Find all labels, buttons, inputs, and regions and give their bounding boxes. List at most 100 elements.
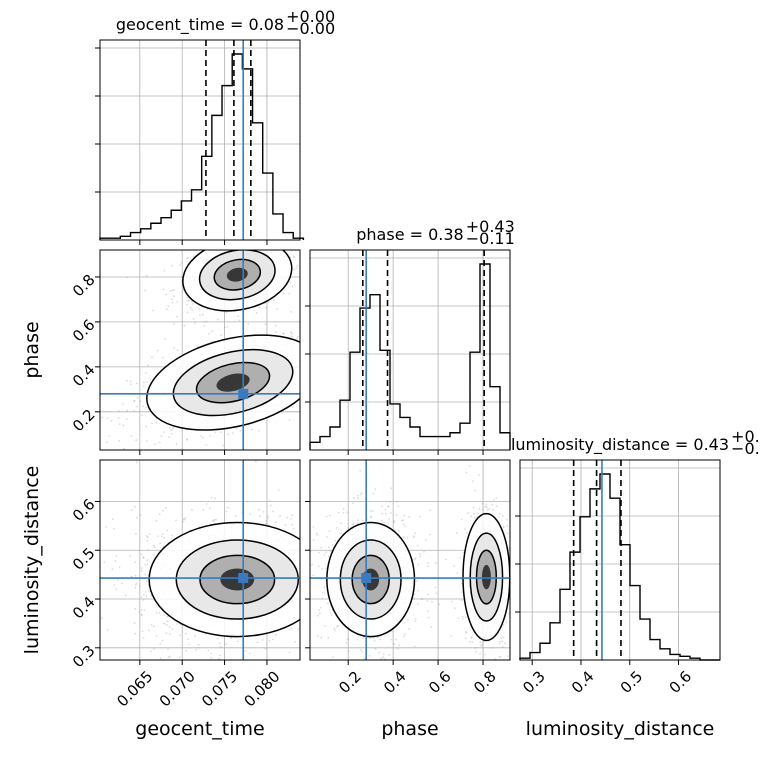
- sample-point: [101, 416, 104, 419]
- sample-point: [134, 505, 136, 508]
- sample-point: [195, 649, 197, 651]
- sample-point: [401, 519, 404, 521]
- sample-point: [307, 554, 309, 556]
- sample-point: [192, 317, 195, 320]
- sample-point: [347, 638, 350, 641]
- sample-point: [262, 224, 264, 226]
- sample-point: [289, 331, 292, 334]
- sample-point: [426, 561, 429, 564]
- sample-point: [145, 274, 148, 277]
- sample-point: [113, 527, 115, 530]
- sample-point: [506, 525, 509, 528]
- sample-point: [479, 644, 482, 647]
- sample-point: [380, 505, 383, 508]
- sample-point: [327, 637, 330, 639]
- sample-point: [315, 589, 317, 591]
- sample-point: [318, 568, 320, 570]
- sample-point: [380, 657, 383, 660]
- sample-point: [140, 609, 143, 611]
- sample-point: [361, 519, 364, 522]
- sample-point: [450, 635, 453, 638]
- sample-point: [345, 642, 348, 644]
- sample-point: [136, 516, 139, 519]
- sample-point: [312, 327, 314, 329]
- sample-point: [113, 584, 116, 587]
- density-contour: [481, 564, 491, 590]
- sample-point: [408, 515, 410, 518]
- sample-point: [403, 621, 406, 624]
- sample-point: [165, 308, 168, 311]
- sample-point: [481, 502, 484, 505]
- sample-point: [326, 333, 328, 335]
- sample-point: [370, 516, 373, 519]
- sample-point: [231, 248, 233, 250]
- sample-point: [513, 586, 515, 588]
- sample-point: [248, 652, 251, 655]
- x-tick-label: 0.4: [380, 667, 410, 697]
- sample-point: [118, 439, 121, 442]
- sample-point: [511, 567, 513, 569]
- title-main: phase = 0.38: [356, 225, 463, 244]
- sample-point: [130, 435, 133, 437]
- sample-point: [502, 526, 505, 529]
- sample-point: [166, 624, 168, 626]
- x-axis-label-luminosity_distance: luminosity_distance: [526, 718, 715, 740]
- sample-point: [306, 369, 308, 371]
- sample-point: [330, 549, 332, 552]
- sample-point: [305, 561, 307, 563]
- sample-point: [466, 531, 468, 534]
- sample-point: [342, 511, 345, 514]
- sample-point: [321, 621, 323, 623]
- sample-point: [134, 561, 136, 563]
- sample-point: [317, 320, 319, 322]
- sample-point: [434, 586, 437, 589]
- sample-point: [287, 233, 289, 235]
- sample-point: [274, 324, 277, 327]
- sample-point: [159, 542, 162, 545]
- sample-point: [424, 539, 427, 541]
- sample-point: [313, 368, 315, 370]
- sample-point: [513, 586, 515, 588]
- sample-point: [507, 532, 509, 534]
- sample-point: [277, 489, 280, 491]
- sample-point: [146, 549, 149, 551]
- sample-point: [222, 237, 224, 239]
- sample-point: [516, 628, 518, 630]
- sample-point: [142, 381, 145, 384]
- sample-point: [272, 299, 275, 302]
- sample-point: [307, 609, 309, 611]
- sample-point: [145, 580, 148, 583]
- sample-point: [445, 558, 447, 561]
- sample-point: [328, 546, 330, 549]
- sample-point: [393, 520, 396, 522]
- sample-point: [306, 548, 308, 550]
- sample-point: [353, 496, 355, 499]
- sample-point: [216, 231, 218, 233]
- sample-point: [224, 248, 226, 250]
- sample-point: [395, 514, 398, 516]
- sample-point: [381, 512, 383, 515]
- sample-point: [290, 517, 292, 520]
- sample-point: [402, 523, 405, 526]
- sample-point: [356, 519, 359, 521]
- sample-point: [163, 614, 166, 616]
- sample-point: [312, 289, 314, 291]
- sample-point: [484, 653, 487, 656]
- sample-point: [272, 510, 274, 513]
- sample-point: [305, 640, 307, 642]
- sample-point: [305, 555, 307, 557]
- sample-point: [417, 602, 420, 605]
- sample-point: [495, 661, 497, 663]
- sample-point: [369, 509, 372, 512]
- sample-point: [513, 577, 515, 579]
- sample-point: [317, 373, 319, 375]
- sample-point: [239, 247, 241, 249]
- sample-point: [331, 543, 334, 546]
- sample-point: [460, 599, 463, 602]
- sample-point: [512, 614, 514, 616]
- y-tick-label: 0.4: [69, 361, 99, 391]
- sample-point: [121, 582, 123, 585]
- sample-point: [324, 372, 326, 374]
- sample-point: [417, 563, 420, 566]
- sample-point: [161, 533, 164, 535]
